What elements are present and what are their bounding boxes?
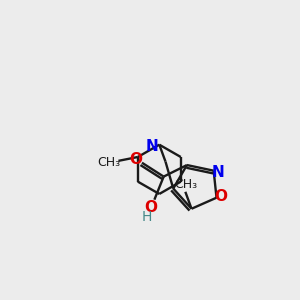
Text: O: O	[144, 200, 157, 215]
Text: N: N	[145, 139, 158, 154]
Text: N: N	[212, 165, 225, 180]
Text: O: O	[129, 152, 142, 167]
Text: H: H	[141, 210, 152, 224]
Text: CH₃: CH₃	[98, 156, 121, 169]
Text: O: O	[214, 189, 227, 204]
Text: CH₃: CH₃	[174, 178, 197, 190]
